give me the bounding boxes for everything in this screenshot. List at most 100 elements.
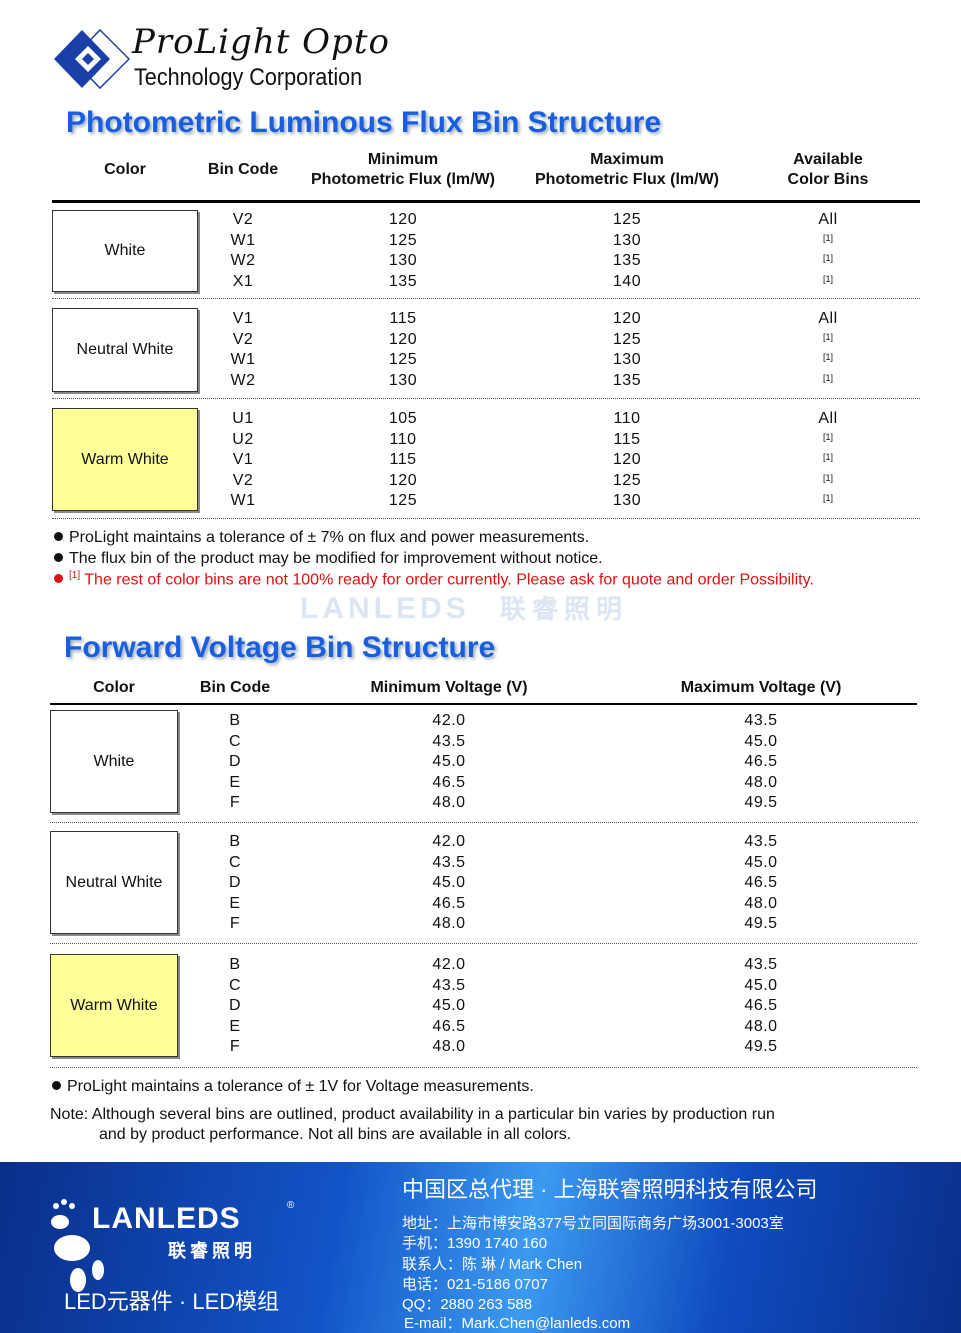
- max-voltage-cell: 48.0: [744, 1017, 778, 1035]
- flux-header-color: Color: [104, 161, 146, 178]
- flux-note-red: [1] The rest of color bins are not 100% …: [54, 570, 814, 589]
- min-voltage-cell: 45.0: [432, 874, 466, 891]
- min-voltage-cell: 45.0: [432, 997, 466, 1014]
- min-voltage-cell: 43.5: [432, 976, 466, 994]
- min-flux-cell: 120: [388, 330, 418, 348]
- max-voltage-cell: 48.0: [744, 894, 778, 912]
- voltage-section-title: Forward Voltage Bin Structure: [64, 631, 496, 664]
- watermark-cn: 联睿照明: [500, 594, 629, 624]
- max-voltage-cell: 46.5: [744, 753, 778, 770]
- min-voltage-cell: 42.0: [432, 712, 466, 729]
- contact-person: 联系人：陈 琳 / Mark Chen: [402, 1256, 583, 1273]
- max-voltage-cell: 43.5: [744, 833, 778, 850]
- voltage-header-bin: Bin Code: [199, 679, 271, 696]
- bin-code-cell: E: [229, 1017, 241, 1035]
- max-voltage-cell: 45.0: [744, 853, 778, 871]
- available-bins-cell: All: [818, 211, 838, 228]
- max-flux-cell: 125: [612, 330, 642, 348]
- brand-name: LANLEDS: [92, 1202, 241, 1235]
- bin-code-cell: W1: [230, 231, 256, 249]
- bin-code-cell: B: [229, 956, 241, 973]
- flux-header-min: Minimum Photometric Flux (lm/W): [311, 151, 495, 188]
- bin-code-cell: V2: [232, 471, 254, 489]
- flux-header-available: Available Color Bins: [787, 151, 869, 188]
- available-bins-cell: [1]: [822, 232, 834, 243]
- voltage-note: ProLight maintains a tolerance of ± 1V f…: [52, 1078, 534, 1096]
- available-bins-cell: [1]: [822, 431, 834, 442]
- available-bins-cell: All: [818, 410, 838, 427]
- note-text: The flux bin of the product may be modif…: [69, 550, 603, 567]
- bin-code-cell: X1: [232, 272, 254, 290]
- row-group-separator: [50, 943, 917, 944]
- min-flux-cell: 105: [388, 410, 418, 427]
- bin-code-cell: W2: [230, 252, 256, 269]
- note-text: ProLight maintains a tolerance of ± 1V f…: [67, 1078, 534, 1095]
- flux-header-bin: Bin Code: [207, 161, 279, 178]
- color-swatch-box: White: [52, 210, 198, 292]
- prolight-logo-icon: [54, 28, 131, 90]
- bin-code-cell: B: [229, 712, 241, 729]
- note-text: The rest of color bins are not 100% read…: [84, 571, 814, 589]
- max-flux-cell: 125: [612, 471, 642, 489]
- bin-code-cell: W1: [230, 492, 256, 509]
- qq: QQ：2880 263 588: [402, 1296, 533, 1313]
- available-bins-cell: [1]: [822, 452, 834, 462]
- available-bins-cell: [1]: [822, 253, 834, 263]
- row-group-separator: [50, 1067, 917, 1068]
- max-flux-cell: 120: [612, 310, 642, 327]
- min-voltage-cell: 42.0: [432, 833, 466, 850]
- max-voltage-cell: 43.5: [744, 712, 778, 729]
- max-voltage-cell: 46.5: [744, 874, 778, 891]
- max-flux-cell: 115: [613, 430, 641, 448]
- min-flux-cell: 120: [388, 471, 418, 489]
- phone: 电话：021-5186 0707: [402, 1276, 548, 1293]
- available-bins-cell: [1]: [822, 352, 834, 362]
- max-flux-cell: 135: [612, 371, 642, 389]
- flux-header-rule: [52, 200, 920, 203]
- color-swatch-box: Warm White: [50, 954, 178, 1057]
- row-group-separator: [52, 518, 920, 519]
- flux-note-1: ProLight maintains a tolerance of ± 7% o…: [54, 529, 589, 547]
- distributor-banner: LANLEDS ® 联睿照明 LED元器件 · LED模组 中国区总代理 · 上…: [0, 1162, 961, 1333]
- voltage-header-color: Color: [93, 679, 135, 696]
- available-bins-cell: [1]: [822, 273, 834, 284]
- voltage-header-min: Minimum Voltage (V): [370, 679, 528, 696]
- bin-code-cell: D: [228, 874, 242, 891]
- bin-code-cell: E: [229, 773, 241, 791]
- available-bins-cell: [1]: [822, 493, 834, 503]
- bullet-icon: [54, 553, 63, 562]
- voltage-header-rule: [50, 703, 917, 705]
- max-flux-cell: 120: [612, 451, 642, 468]
- registered-mark: ®: [287, 1200, 295, 1211]
- max-flux-cell: 135: [612, 252, 642, 269]
- footnote-ref: [1]: [69, 570, 81, 581]
- flux-header-max: Maximum Photometric Flux (lm/W): [535, 151, 719, 188]
- max-flux-cell: 140: [612, 272, 642, 290]
- bin-code-cell: V2: [232, 211, 254, 228]
- min-voltage-cell: 48.0: [432, 915, 466, 932]
- available-bins-cell: [1]: [822, 372, 834, 383]
- min-voltage-cell: 48.0: [432, 794, 466, 811]
- bin-code-cell: W2: [230, 371, 256, 389]
- bin-code-cell: D: [228, 997, 242, 1014]
- tagline: LED元器件 · LED模组: [64, 1289, 280, 1314]
- min-flux-cell: 135: [388, 272, 418, 290]
- min-flux-cell: 130: [388, 252, 418, 269]
- min-voltage-cell: 48.0: [432, 1038, 466, 1055]
- min-voltage-cell: 46.5: [432, 894, 466, 912]
- color-swatch-box: Warm White: [52, 408, 198, 511]
- max-voltage-cell: 49.5: [744, 794, 778, 811]
- bin-code-cell: V1: [232, 451, 254, 468]
- bin-code-cell: B: [229, 833, 241, 850]
- availability-note-2: and by product performance. Not all bins…: [99, 1126, 572, 1143]
- max-flux-cell: 130: [612, 492, 642, 509]
- email-link[interactable]: E-mail：Mark.Chen@lanleds.com: [404, 1315, 631, 1332]
- bullet-icon: [54, 532, 63, 541]
- min-voltage-cell: 45.0: [432, 753, 466, 770]
- max-flux-cell: 125: [612, 211, 642, 228]
- availability-note-1: Note: Although several bins are outlined…: [50, 1106, 775, 1123]
- min-voltage-cell: 43.5: [432, 853, 466, 871]
- max-voltage-cell: 49.5: [744, 1038, 778, 1055]
- max-voltage-cell: 45.0: [744, 732, 778, 750]
- voltage-header-max: Maximum Voltage (V): [680, 679, 842, 696]
